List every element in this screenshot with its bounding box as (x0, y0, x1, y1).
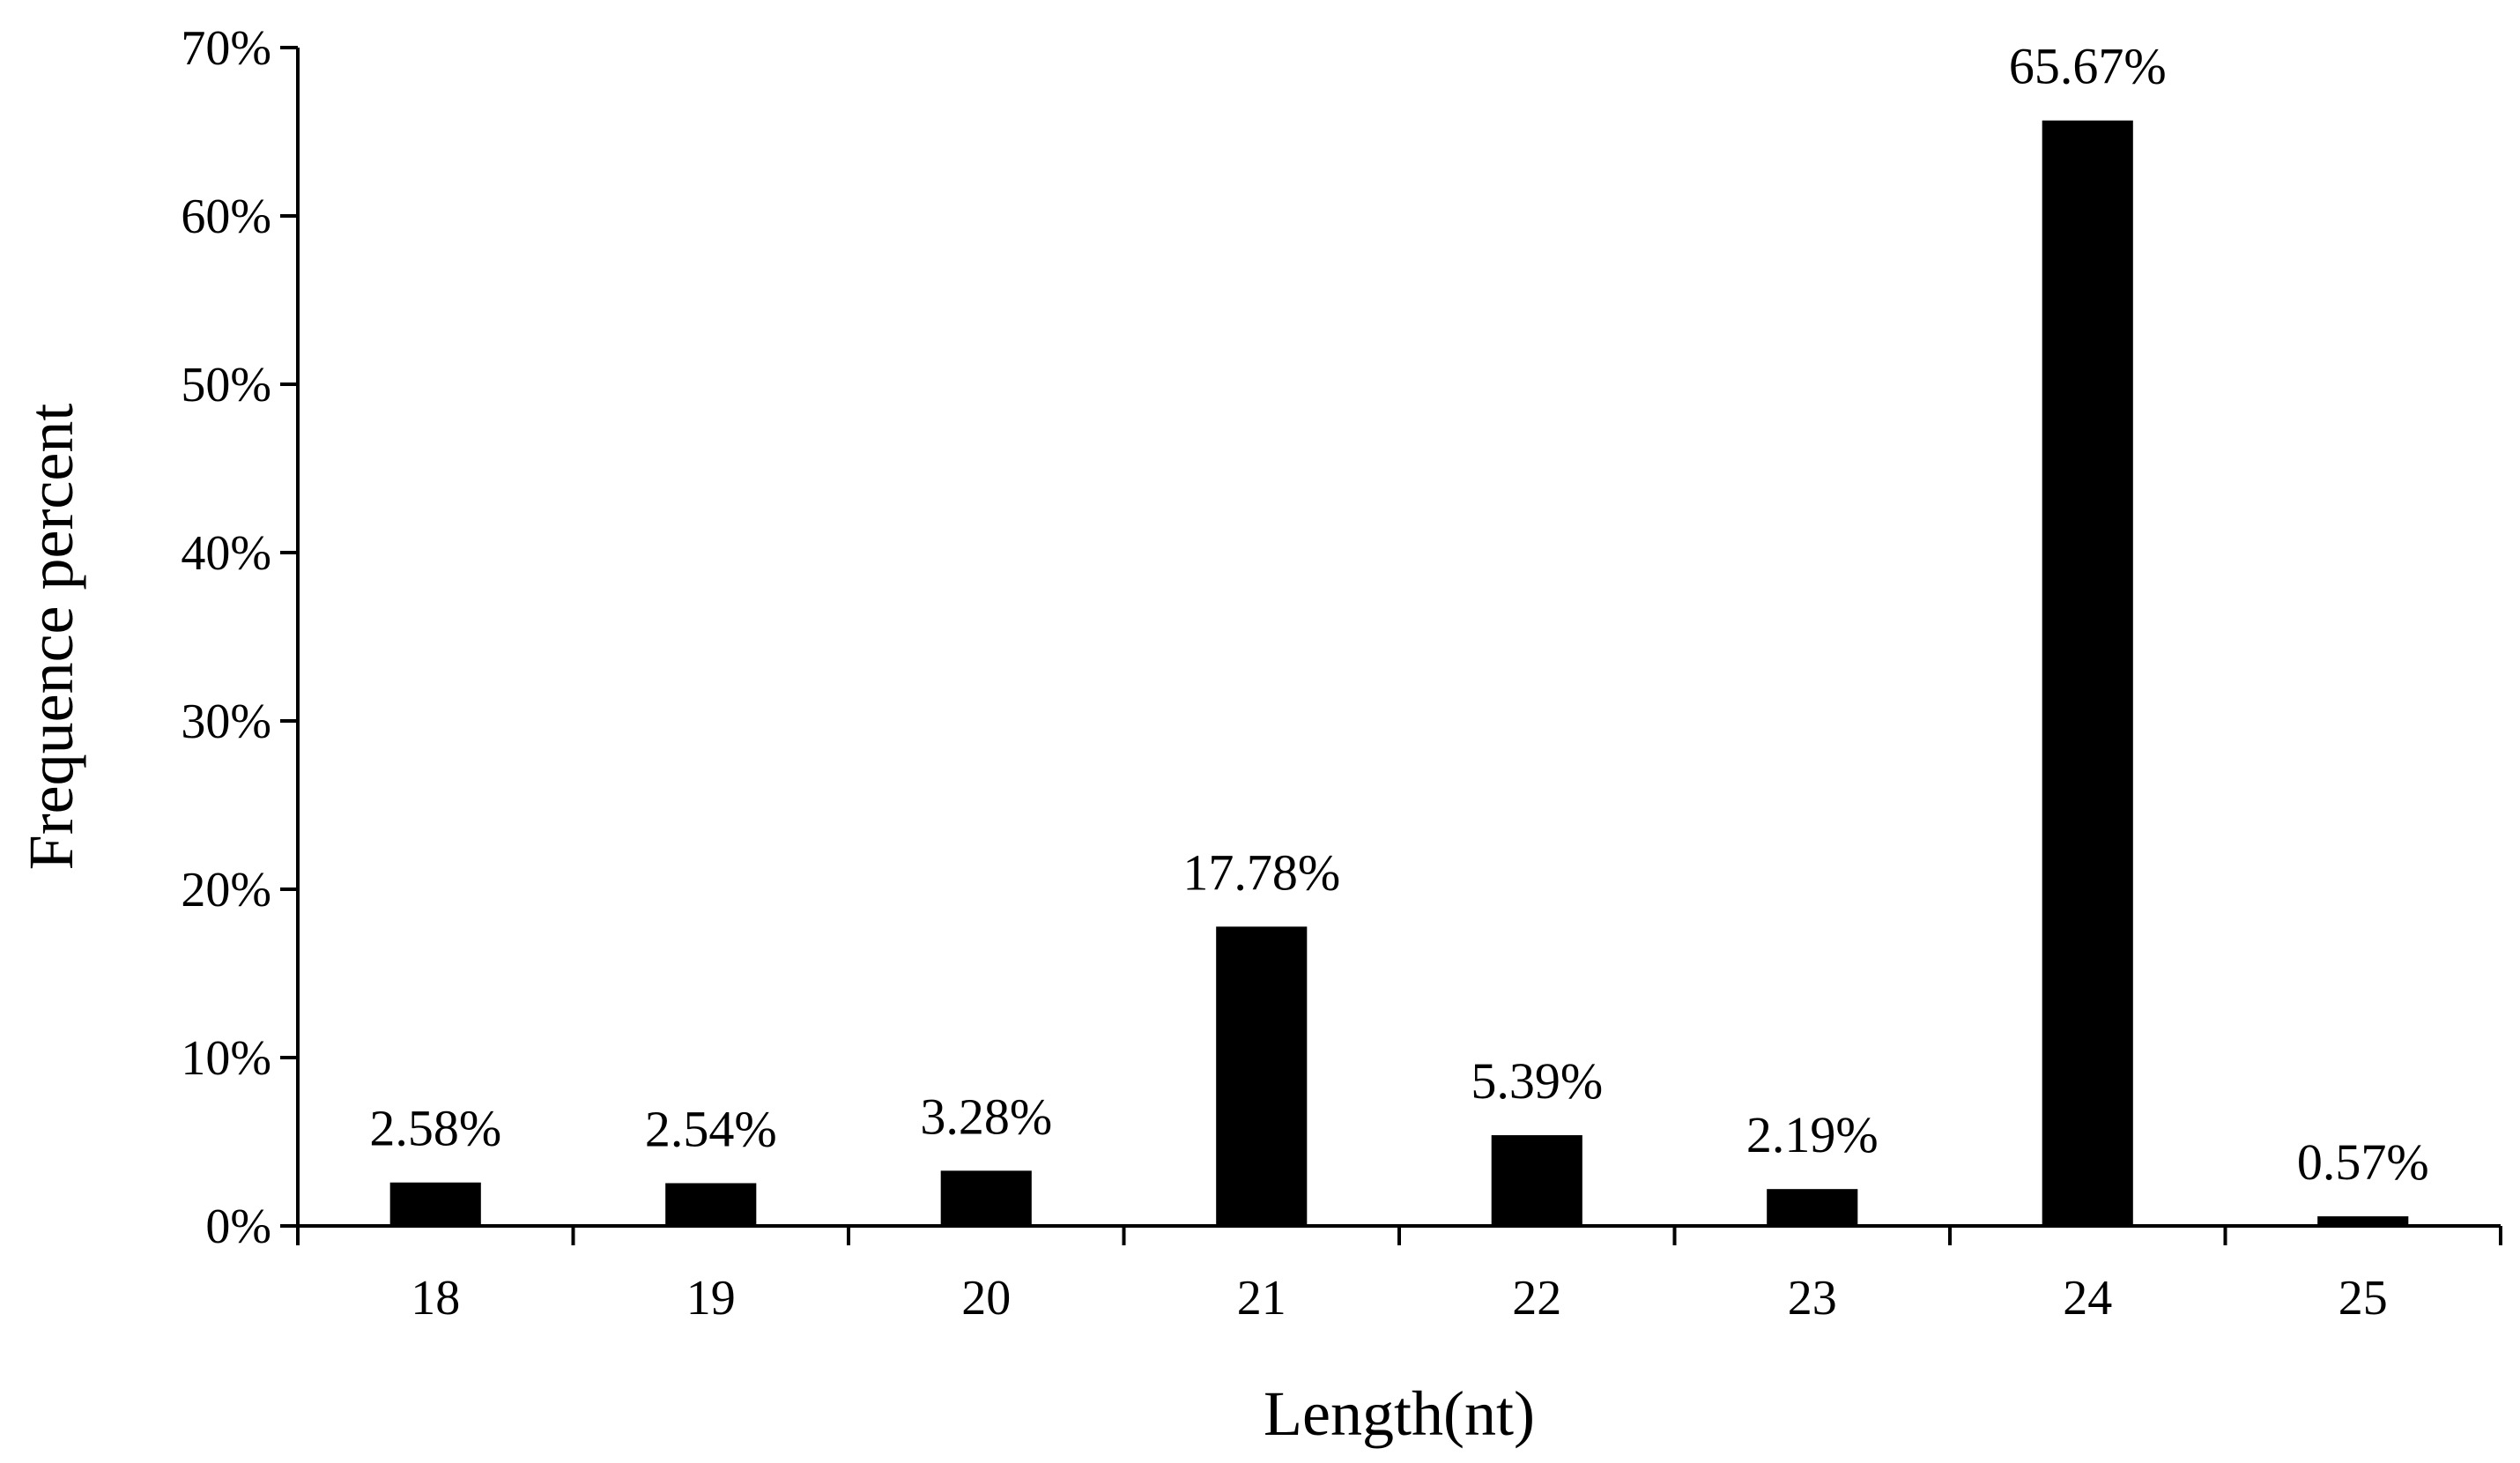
x-tick-label-22: 22 (1512, 1271, 1561, 1326)
x-tick-label-20: 20 (961, 1271, 1011, 1326)
y-tick-label: 60% (181, 189, 271, 244)
y-axis-title: Frequence percent (16, 404, 86, 871)
y-tick-label: 0% (205, 1199, 271, 1254)
data-label-25: 0.57% (2297, 1133, 2429, 1191)
data-label-19: 2.54% (645, 1100, 777, 1157)
y-axis-ticks: 0% 10% 20% 30% 40% 50% 60% 70% (181, 21, 298, 1254)
data-label-20: 3.28% (920, 1088, 1052, 1145)
x-tick-label-18: 18 (411, 1271, 460, 1326)
y-tick-label: 70% (181, 21, 271, 76)
data-label-22: 5.39% (1471, 1052, 1603, 1110)
x-tick-label-24: 24 (2063, 1271, 2112, 1326)
x-tick-label-25: 25 (2338, 1271, 2388, 1326)
x-tick-label-23: 23 (1788, 1271, 1837, 1326)
data-label-23: 2.19% (1746, 1106, 1879, 1163)
y-tick-label: 20% (181, 863, 271, 917)
y-tick-label: 40% (181, 526, 271, 581)
bar-23 (1767, 1189, 1858, 1226)
y-tick-label: 30% (181, 694, 271, 749)
bar-19 (665, 1183, 757, 1226)
data-labels: 2.58% 2.54% 3.28% 17.78% 5.39% 2.19% 65.67% 0.5… (369, 38, 2428, 1191)
y-tick-label: 10% (181, 1031, 271, 1086)
data-label-18: 2.58% (369, 1100, 501, 1157)
bar-18 (389, 1182, 481, 1226)
x-axis-ticks: 18 19 20 21 22 23 24 25 (296, 1226, 2502, 1326)
bar-24 (2042, 120, 2133, 1226)
bar-21 (1216, 926, 1308, 1226)
x-tick-label-21: 21 (1237, 1271, 1286, 1326)
bar-20 (940, 1170, 1032, 1226)
x-tick-label-19: 19 (686, 1271, 736, 1326)
x-axis-title: Length(nt) (1264, 1378, 1535, 1449)
data-label-21: 17.78% (1182, 843, 1340, 901)
bar-25 (2317, 1216, 2409, 1226)
bars (389, 120, 2409, 1226)
y-tick-label: 50% (181, 358, 271, 412)
data-label-24: 65.67% (2009, 38, 2167, 95)
bar-22 (1491, 1135, 1582, 1226)
